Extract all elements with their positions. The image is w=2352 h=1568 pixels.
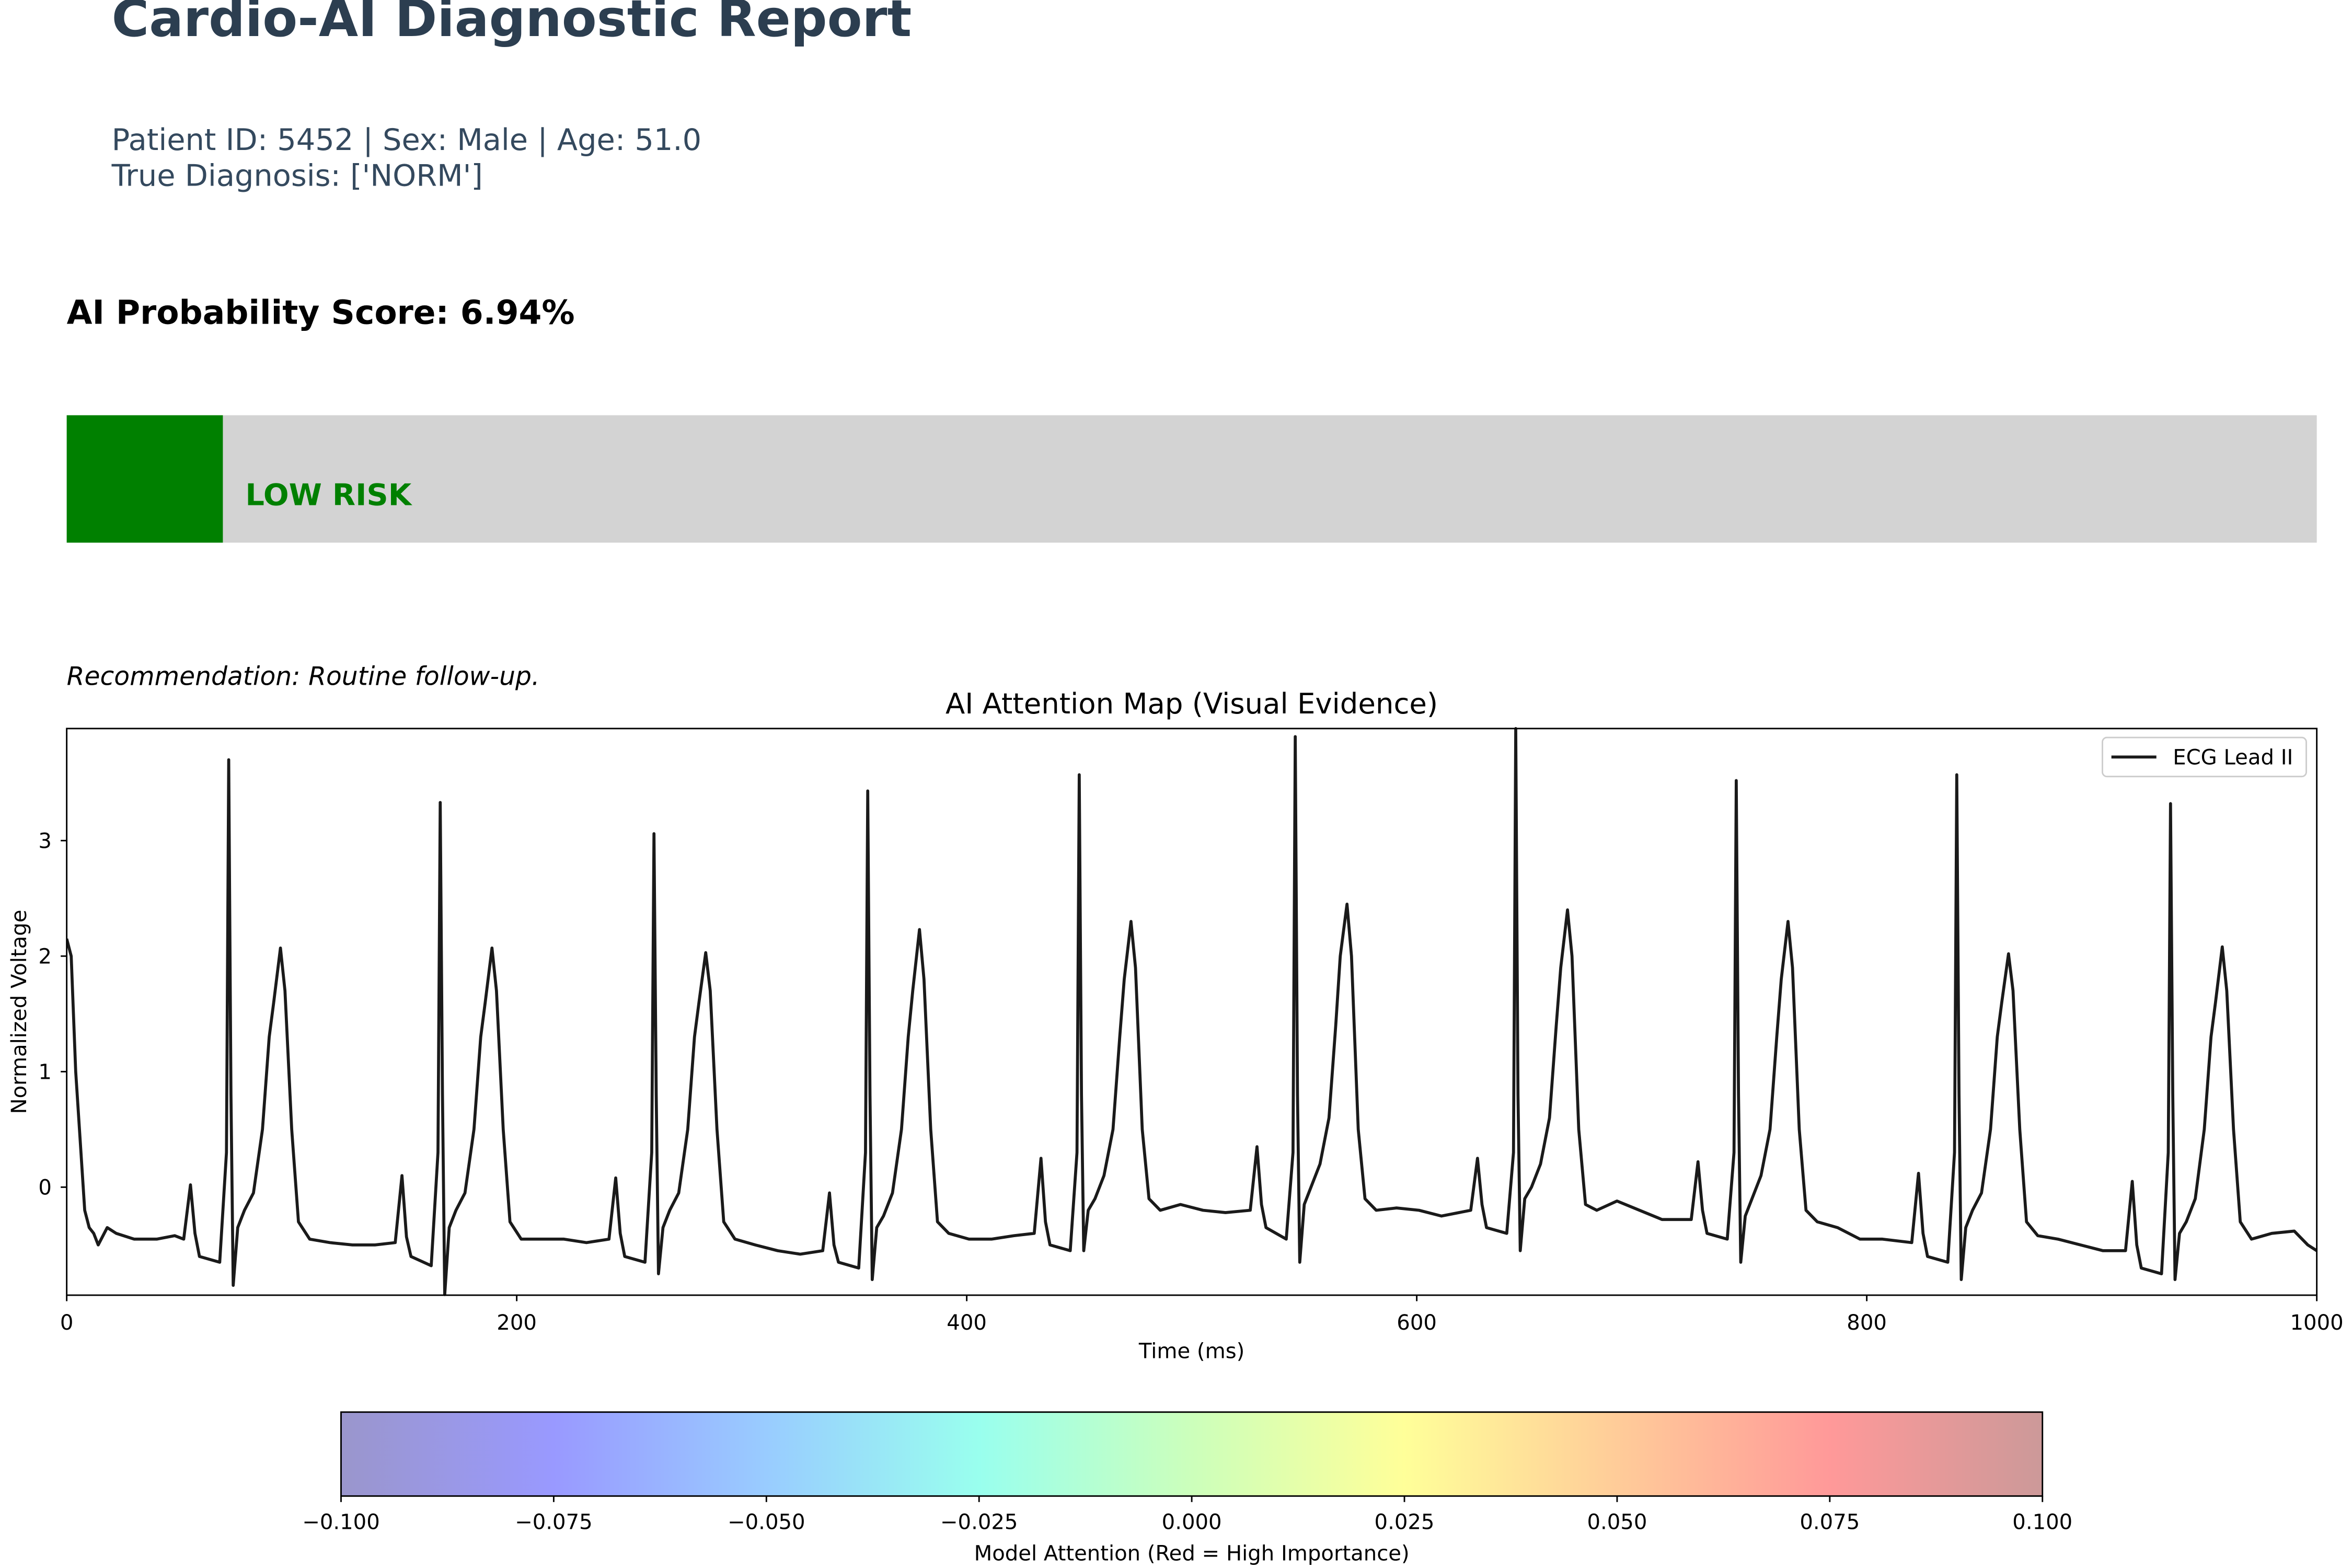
- recommendation: Recommendation: Routine follow-up.: [67, 662, 540, 691]
- ecg-line: [66, 727, 2317, 1296]
- axes-frame: [66, 728, 2318, 1296]
- colorbar-tick-label: 0.100: [2012, 1510, 2072, 1534]
- legend-box: [2102, 736, 2307, 778]
- colorbar: [340, 1411, 2044, 1497]
- x-tick-label: 600: [1397, 1311, 1437, 1335]
- y-axis-label: Normalized Voltage: [7, 909, 31, 1114]
- colorbar-tick-label: 0.000: [1162, 1510, 1222, 1534]
- y-tick-label: 1: [38, 1060, 52, 1085]
- colorbar-tick-label: −0.025: [940, 1510, 1018, 1534]
- progress-fill: [66, 415, 223, 543]
- colorbar-tick-label: −0.100: [302, 1510, 380, 1534]
- x-axis-label: Time (ms): [1138, 1339, 1244, 1363]
- x-tick-label: 400: [947, 1311, 987, 1335]
- patient-info: Patient ID: 5452 | Sex: Male | Age: 51.0: [112, 122, 701, 157]
- colorbar-tick-label: 0.025: [1375, 1510, 1435, 1534]
- y-tick-label: 0: [38, 1176, 52, 1200]
- x-tick-label: 0: [60, 1311, 74, 1335]
- colorbar-tick-label: 0.075: [1800, 1510, 1860, 1534]
- report-title: Cardio-AI Diagnostic Report: [112, 0, 912, 48]
- colorbar-label: Model Attention (Red = High Importance): [974, 1542, 1410, 1566]
- y-tick-label: 2: [38, 945, 52, 969]
- colorbar-tick-label: −0.050: [728, 1510, 805, 1534]
- colorbar-tick-label: −0.075: [515, 1510, 593, 1534]
- legend-label: ECG Lead II: [2173, 746, 2293, 770]
- risk-label: LOW RISK: [245, 478, 412, 513]
- progress-track: [66, 415, 2317, 543]
- true-diagnosis: True Diagnosis: ['NORM']: [111, 158, 483, 193]
- score-title: AI Probability Score: 6.94%: [67, 293, 575, 332]
- chart-title: AI Attention Map (Visual Evidence): [946, 687, 1438, 720]
- legend: ECG Lead II: [2102, 736, 2307, 778]
- y-tick-label: 3: [38, 829, 52, 854]
- x-tick-label: 800: [1847, 1311, 1887, 1335]
- x-tick-label: 200: [497, 1311, 537, 1335]
- colorbar-tick-label: 0.050: [1587, 1510, 1647, 1534]
- x-tick-label: 1000: [2290, 1311, 2344, 1335]
